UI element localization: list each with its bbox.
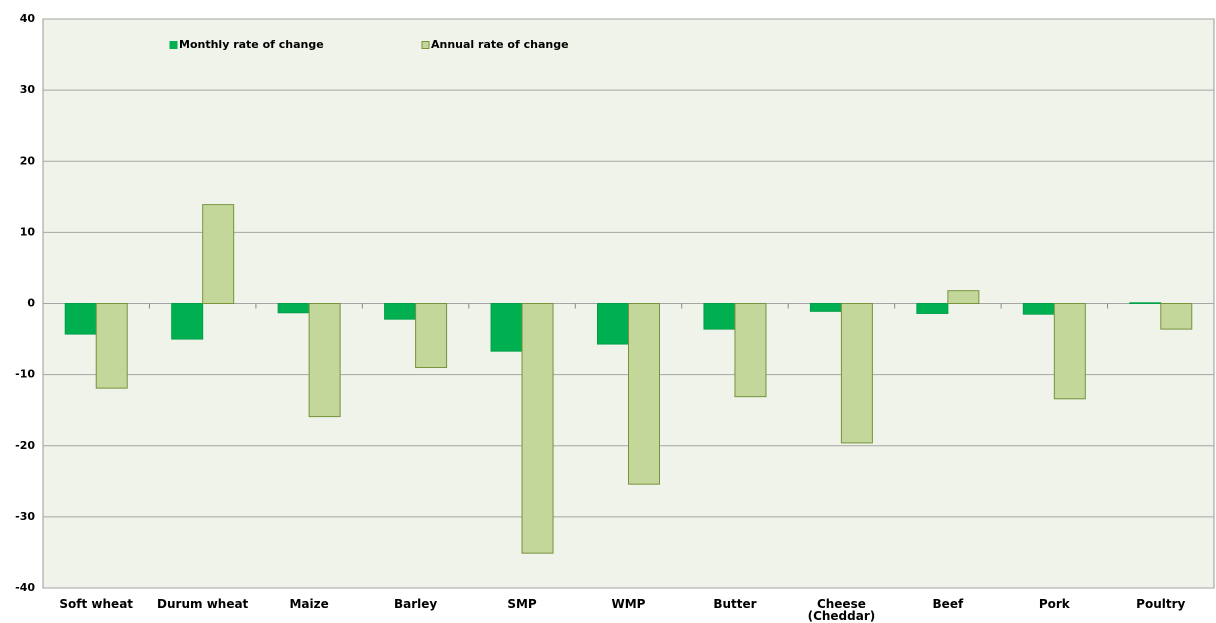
- y-tick-label: 10: [20, 225, 36, 238]
- bar: [597, 303, 629, 345]
- x-tick-label: Durum wheat: [157, 597, 249, 611]
- bar: [308, 303, 341, 418]
- y-tick-label: 20: [20, 154, 36, 167]
- x-tick-label: Butter: [713, 597, 757, 611]
- bar: [947, 290, 980, 305]
- y-tick-label: 0: [27, 297, 35, 310]
- legend-swatch: [169, 41, 178, 49]
- x-tick-label: Pork: [1038, 597, 1070, 611]
- bar: [1022, 303, 1055, 315]
- bar: [521, 303, 554, 554]
- legend-label: Monthly rate of change: [179, 38, 324, 51]
- y-tick-label: 40: [20, 12, 36, 25]
- legend-swatch: [421, 41, 430, 49]
- x-tick-label: Cheese (Cheddar): [807, 597, 876, 623]
- y-tick-label: -10: [15, 368, 35, 381]
- x-tick-label: Beef: [932, 597, 964, 611]
- x-tick-label: Barley: [393, 597, 438, 611]
- y-tick-label: -40: [15, 581, 35, 594]
- bar: [703, 303, 736, 330]
- x-tick-label: Maize: [289, 597, 329, 611]
- y-tick-label: -20: [15, 439, 35, 452]
- x-tick-label: SMP: [507, 597, 537, 611]
- bar: [384, 303, 417, 320]
- bar: [1053, 303, 1086, 400]
- bar: [277, 303, 310, 314]
- y-tick-label: 30: [20, 83, 36, 96]
- bar: [809, 303, 842, 312]
- x-tick-label: Poultry: [1136, 597, 1186, 611]
- bar: [490, 303, 523, 352]
- x-tick-label: Soft wheat: [59, 597, 134, 611]
- bar: [1129, 302, 1162, 305]
- bar: [202, 204, 235, 304]
- bar: [1160, 303, 1193, 330]
- bar: [171, 303, 204, 340]
- bar: [628, 303, 660, 485]
- x-tick-label: WMP: [611, 597, 646, 611]
- bar: [840, 303, 873, 444]
- bar: [415, 303, 448, 369]
- bar: [734, 303, 767, 398]
- y-tick-label: -30: [15, 510, 35, 523]
- legend-label: Annual rate of change: [431, 38, 569, 51]
- bar: [64, 303, 97, 335]
- bar: [95, 303, 128, 389]
- bar: [916, 303, 949, 314]
